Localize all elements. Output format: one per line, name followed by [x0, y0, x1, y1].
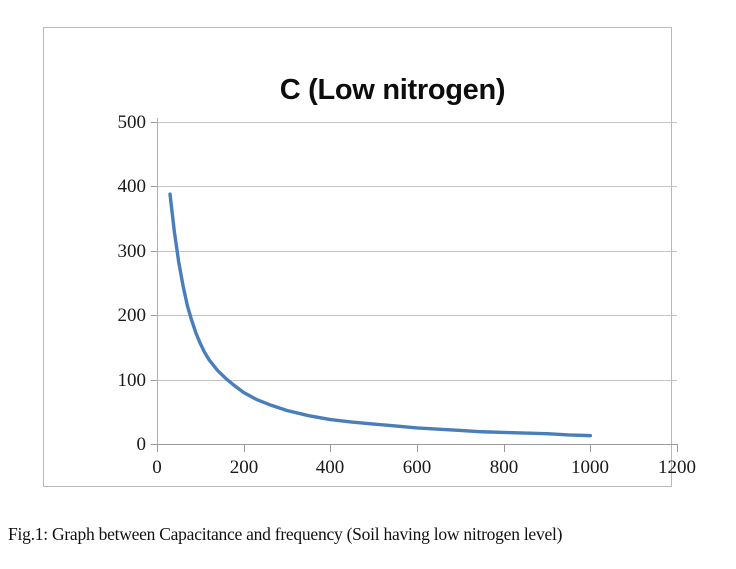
- x-axis-label-1000: 1000: [571, 457, 609, 478]
- y-tick-400: [151, 186, 157, 187]
- y-axis-label-500-wrap: 500: [92, 112, 147, 133]
- x-tick-600: [417, 445, 418, 452]
- y-tick-0: [151, 444, 157, 445]
- y-tick-300: [151, 251, 157, 252]
- y-axis-label-400-wrap: 400: [92, 176, 147, 197]
- y-axis-label-0: 0: [136, 434, 147, 455]
- y-axis-label-0-wrap: 0: [92, 434, 147, 455]
- chart-frame: C (Low nitrogen) 500 400 300 200 100 0: [43, 27, 696, 487]
- x-tick-400: [330, 445, 331, 452]
- x-axis-label-400: 400: [315, 457, 345, 478]
- y-axis-line: [157, 118, 158, 448]
- x-axis-label-0: 0: [152, 457, 162, 478]
- chart-title-text: C (Low nitrogen): [279, 74, 506, 106]
- x-tick-1200: [677, 445, 678, 452]
- x-tick-200: [244, 445, 245, 452]
- x-tick-800: [504, 445, 505, 452]
- y-tick-500: [151, 122, 157, 123]
- x-axis-label-200: 200: [229, 457, 259, 478]
- x-tick-1000: [590, 445, 591, 452]
- x-tick-0: [157, 445, 158, 452]
- gridline-100: [157, 380, 677, 381]
- x-axis-label-600: 600: [402, 457, 432, 478]
- y-axis-label-500: 500: [117, 112, 147, 133]
- x-axis-label-800: 800: [489, 457, 519, 478]
- figure-caption: Fig.1: Graph between Capacitance and fre…: [8, 524, 563, 544]
- chart-title: C (Low nitrogen): [44, 74, 673, 107]
- x-axis-label-1200: 1200: [658, 457, 696, 478]
- y-axis-label-300-wrap: 300: [92, 241, 147, 262]
- gridline-200: [157, 315, 677, 316]
- y-axis-label-300: 300: [117, 241, 147, 262]
- y-axis-label-200: 200: [117, 305, 147, 326]
- y-tick-200: [151, 315, 157, 316]
- y-axis-label-100: 100: [117, 370, 147, 391]
- x-axis-line: [157, 444, 678, 445]
- gridline-500: [157, 122, 677, 123]
- gridline-400: [157, 186, 677, 187]
- y-axis-label-100-wrap: 100: [92, 370, 147, 391]
- y-axis-label-400: 400: [117, 176, 147, 197]
- y-tick-100: [151, 380, 157, 381]
- y-axis-label-200-wrap: 200: [92, 305, 147, 326]
- gridline-300: [157, 251, 677, 252]
- plot-area: [157, 122, 677, 444]
